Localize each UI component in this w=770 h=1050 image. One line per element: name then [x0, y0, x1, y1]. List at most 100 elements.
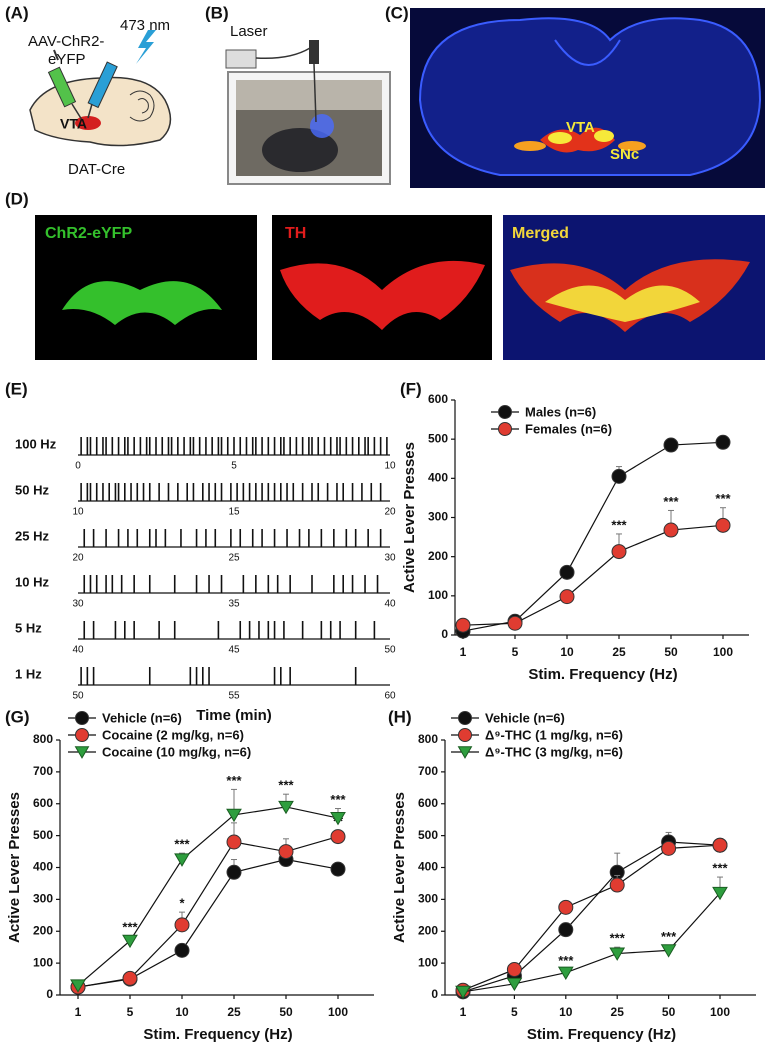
significance-label: ***	[610, 931, 626, 946]
significance-label: ***	[226, 773, 242, 788]
x-tick-label: 1	[460, 1005, 467, 1019]
marker	[663, 437, 679, 453]
y-tick-label: 400	[33, 860, 53, 874]
x-tick-label: 5	[511, 1005, 518, 1019]
mouse-label: DAT-Cre	[68, 161, 125, 178]
significance-label: ***	[558, 953, 574, 968]
significance-label: ***	[712, 861, 728, 876]
panel-label: (C)	[385, 3, 409, 22]
y-tick-label: 200	[418, 923, 438, 937]
x-axis-title: Stim. Frequency (Hz)	[527, 1026, 676, 1043]
marker	[226, 834, 242, 850]
y-tick-label: 500	[33, 828, 53, 842]
y-tick-label: 500	[418, 828, 438, 842]
x-tick-label: 20	[72, 553, 84, 564]
marker	[559, 564, 575, 580]
panel-label: (D)	[5, 189, 29, 208]
marker	[330, 829, 346, 845]
row-label: 100 Hz	[15, 436, 57, 451]
region-label: VTA	[60, 116, 87, 132]
x-tick-label: 1	[460, 645, 467, 659]
marker	[715, 517, 731, 533]
y-tick-label: 600	[428, 392, 448, 406]
y-tick-label: 700	[33, 764, 53, 778]
x-tick-label: 10	[72, 507, 84, 518]
x-tick-label: 25	[228, 553, 240, 564]
x-tick-label: 45	[228, 645, 240, 656]
x-tick-label: 50	[72, 691, 84, 702]
panel-a-drawing	[29, 30, 172, 147]
x-tick-label: 10	[384, 461, 396, 472]
legend-marker	[498, 422, 512, 436]
wavelength-label: 473 nm	[120, 17, 170, 34]
y-tick-label: 300	[418, 892, 438, 906]
legend-marker	[458, 711, 472, 725]
x-tick-label: 100	[328, 1005, 348, 1019]
legend-label: Males (n=6)	[525, 404, 596, 419]
x-tick-label: 30	[384, 553, 396, 564]
y-tick-label: 200	[33, 923, 53, 937]
row-label: 50 Hz	[15, 482, 49, 497]
x-tick-label: 30	[72, 599, 84, 610]
significance-label: *	[179, 896, 185, 911]
image-label: Merged	[512, 225, 569, 242]
legend-marker	[75, 711, 89, 725]
legend-label: Cocaine (10 mg/kg, n=6)	[102, 744, 251, 759]
x-axis-title: Time (min)	[196, 707, 272, 724]
x-tick-label: 50	[279, 1005, 293, 1019]
marker	[506, 962, 522, 977]
y-tick-label: 600	[33, 796, 53, 810]
marker	[661, 840, 677, 856]
marker	[278, 844, 294, 860]
x-tick-label: 50	[664, 645, 678, 659]
panel-label: (F)	[400, 379, 422, 398]
series-line	[462, 524, 724, 626]
marker	[660, 944, 677, 958]
legend-label: Δ⁹-THC (1 mg/kg, n=6)	[485, 727, 623, 742]
significance-label: ***	[663, 494, 679, 509]
panel-c-drawing	[410, 8, 765, 188]
y-tick-label: 800	[418, 732, 438, 746]
marker	[174, 853, 190, 867]
legend-label: Vehicle (n=6)	[485, 710, 565, 725]
image-label: ChR2-eYFP	[45, 225, 132, 242]
y-tick-label: 0	[46, 987, 53, 1001]
x-axis-title: Stim. Frequency (Hz)	[528, 666, 677, 683]
marker	[663, 522, 679, 538]
marker	[712, 886, 728, 901]
marker	[557, 966, 574, 980]
image-label: TH	[285, 225, 306, 242]
x-tick-label: 50	[662, 1005, 676, 1019]
panel-label: (G)	[5, 707, 30, 726]
marker	[455, 985, 471, 1000]
marker	[330, 811, 346, 826]
region-label: VTA	[566, 119, 595, 136]
x-tick-label: 0	[75, 461, 81, 472]
marker	[558, 899, 574, 915]
marker	[278, 800, 294, 815]
y-tick-label: 700	[418, 764, 438, 778]
marker	[611, 544, 627, 560]
marker	[506, 977, 523, 992]
marker	[70, 979, 86, 993]
region-label: SNc	[610, 146, 639, 163]
x-tick-label: 10	[559, 1005, 573, 1019]
series-line	[462, 892, 721, 993]
significance-label: ***	[174, 837, 190, 852]
marker	[712, 837, 728, 853]
legend-marker	[498, 405, 512, 419]
marker	[455, 617, 471, 633]
x-tick-label: 10	[560, 645, 574, 659]
y-tick-label: 300	[428, 510, 448, 524]
y-tick-label: 100	[33, 955, 53, 969]
series-line	[462, 841, 721, 993]
y-tick-label: 100	[428, 588, 448, 602]
x-tick-label: 10	[175, 1005, 189, 1019]
marker	[609, 877, 625, 893]
device-label: Laser	[230, 23, 268, 40]
x-tick-label: 5	[512, 645, 519, 659]
x-tick-label: 25	[612, 645, 626, 659]
marker	[330, 861, 346, 877]
